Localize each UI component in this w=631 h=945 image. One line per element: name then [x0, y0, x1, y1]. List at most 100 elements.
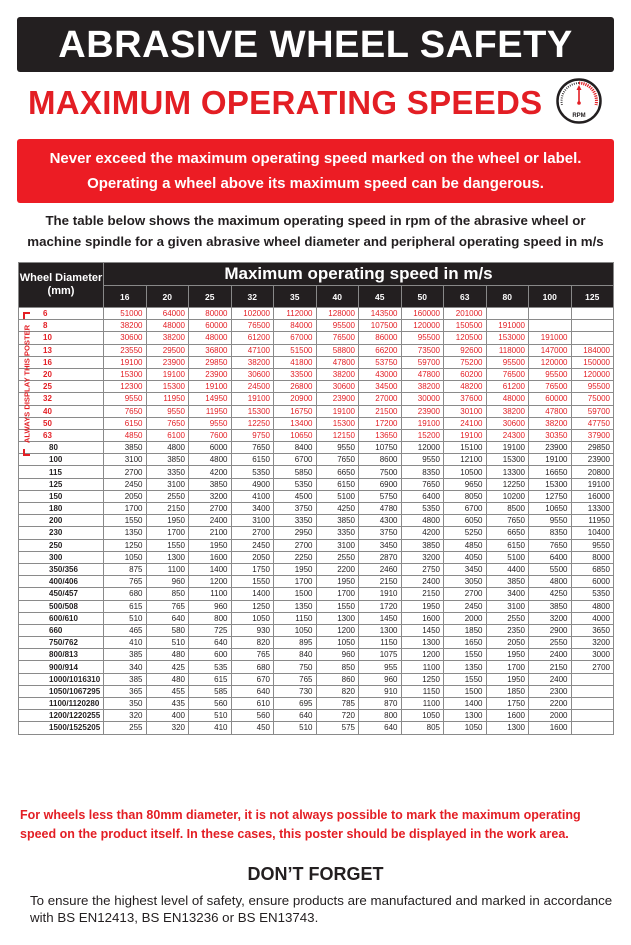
speed-cell: 1050: [443, 721, 487, 735]
speed-cell: 5100: [485, 550, 529, 564]
speed-cell: [570, 709, 614, 723]
speed-cell: 6150: [230, 453, 274, 467]
speed-cell: 850: [145, 587, 189, 601]
speed-cell: 201000: [443, 306, 487, 321]
speed-cell: 1200: [315, 623, 359, 638]
speed-cell: 2050: [230, 550, 274, 564]
speed-cell: 143500: [358, 306, 402, 321]
speed-cell: 1600: [528, 721, 572, 735]
speed-cell: 1850: [443, 623, 487, 638]
speed-cell: 1850: [485, 684, 529, 699]
speed-column-header: 20: [145, 285, 189, 308]
speed-cell: 16750: [273, 404, 317, 418]
speed-cell: 1250: [103, 538, 147, 552]
speed-cell: 20900: [273, 392, 317, 406]
diameter-cell: 660: [18, 623, 104, 638]
speed-cell: [570, 331, 614, 345]
speed-cell: 47100: [230, 343, 274, 357]
speed-cell: 150500: [443, 319, 487, 333]
speed-cell: 15300: [528, 477, 572, 491]
speed-cell: 1700: [145, 526, 189, 540]
speed-cell: 20800: [570, 465, 614, 479]
speed-cell: 3850: [528, 599, 572, 613]
speed-cell: 2250: [273, 550, 317, 564]
speed-cell: 1075: [358, 648, 402, 662]
speed-cell: 1250: [230, 599, 274, 613]
diameter-header: Wheel Diameter (mm): [18, 262, 104, 308]
speed-cell: [570, 319, 614, 333]
table-row: 400/406 765 960 1200 1550 1700 1950 2150 2400 305…: [18, 575, 614, 589]
speed-cell: 615: [103, 599, 147, 613]
speed-cell: 5850: [273, 465, 317, 479]
speed-cell: [528, 306, 572, 321]
speed-cell: 1550: [443, 648, 487, 662]
speed-cell: 34500: [358, 380, 402, 394]
speed-cell: 3100: [230, 514, 274, 528]
speed-cell: 1600: [400, 611, 444, 625]
speed-cell: 11950: [145, 392, 189, 406]
speed-cell: 64000: [145, 306, 189, 321]
speed-cell: 6700: [443, 501, 487, 516]
speed-cell: 600: [188, 648, 232, 662]
speed-cell: 2700: [273, 538, 317, 552]
speed-header: Maximum operating speed in m/s: [103, 262, 614, 286]
speed-cell: 730: [273, 684, 317, 699]
speed-cell: 725: [188, 623, 232, 638]
speed-cell: 4200: [188, 465, 232, 479]
speed-cell: 320: [145, 721, 189, 735]
speed-cell: 1400: [188, 562, 232, 577]
table-row: 1100/1120280 350 435 560 610 695 785 870 1100 140…: [18, 696, 614, 711]
table-row: 32 9550 11950 14950 19100 20900 23900 27000 3000…: [18, 392, 614, 406]
diameter-cell: 125: [18, 477, 104, 491]
warning-line-1: Never exceed the maximum operating speed…: [49, 150, 582, 167]
speed-cell: 870: [358, 696, 402, 711]
speed-cell: 3100: [103, 453, 147, 467]
speed-cell: 2700: [570, 660, 614, 674]
table-row: 1200/1220255 320 400 510 560 640 720 800 1050 130…: [18, 709, 614, 723]
bracket-icon: [23, 312, 30, 456]
speed-cell: 1500: [273, 587, 317, 601]
speed-cell: 2700: [103, 465, 147, 479]
gauge-label: RPM: [572, 113, 585, 119]
speed-cell: 12750: [528, 489, 572, 504]
speed-cell: 3400: [230, 501, 274, 516]
speed-cell: 1650: [443, 636, 487, 650]
speed-cell: 450: [230, 721, 274, 735]
diameter-cell: 1500/1525205: [18, 721, 104, 735]
speed-cell: 695: [273, 696, 317, 711]
speed-cell: 860: [315, 672, 359, 686]
speed-cell: 6000: [188, 441, 232, 455]
speed-cell: 60000: [528, 392, 572, 406]
speed-cell: 465: [103, 623, 147, 638]
speed-cell: 960: [315, 648, 359, 662]
speed-cell: 2200: [315, 562, 359, 577]
speed-cell: 255: [103, 721, 147, 735]
speed-cell: 7650: [315, 453, 359, 467]
speed-cell: 2400: [400, 575, 444, 589]
speed-cell: 147000: [528, 343, 572, 357]
speed-cell: 7650: [400, 477, 444, 491]
speed-cell: 9550: [400, 453, 444, 467]
footer-text: To ensure the highest level of safety, e…: [30, 893, 613, 925]
speed-cell: 850: [315, 660, 359, 674]
speed-cell: 30600: [315, 380, 359, 394]
speed-cell: 38200: [528, 416, 572, 430]
speed-cell: 6650: [485, 526, 529, 540]
speed-cell: 27000: [358, 392, 402, 406]
diameter-cell: 150: [18, 489, 104, 504]
speed-cell: 4300: [358, 514, 402, 528]
speed-cell: 48000: [145, 319, 189, 333]
speed-cell: 120500: [443, 331, 487, 345]
speed-cell: 59700: [400, 355, 444, 369]
speed-cell: 3450: [443, 562, 487, 577]
speed-cell: 1700: [315, 587, 359, 601]
speed-cell: 3200: [570, 636, 614, 650]
poster-subtitle: MAXIMUM OPERATING SPEEDS: [28, 84, 543, 121]
speed-column-header: 35: [273, 285, 317, 308]
speed-cell: 9750: [230, 428, 274, 443]
speed-cell: 6850: [570, 562, 614, 577]
speed-cell: 8350: [528, 526, 572, 540]
speed-cell: 1950: [315, 575, 359, 589]
speed-cell: 9550: [188, 416, 232, 430]
diameter-cell: 230: [18, 526, 104, 540]
